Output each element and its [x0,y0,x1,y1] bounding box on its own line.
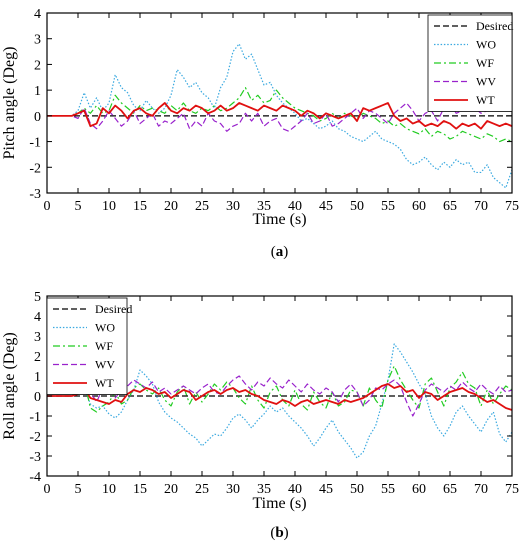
y-tick-label: 2 [34,350,41,365]
x-tick-label: 75 [505,199,519,214]
x-tick-label: 55 [381,199,395,214]
x-tick-label: 5 [75,482,82,497]
x-tick-label: 40 [288,482,302,497]
legend: Desired WO WF WV WT [427,14,513,112]
x-tick-label: 35 [257,482,271,497]
series-line-wt [47,383,512,411]
y-tick-label: -1 [29,410,41,425]
series-line-wv [47,102,512,132]
x-tick-label: 0 [44,199,51,214]
y-tick-label: -3 [29,187,41,202]
y-tick-label: 1 [34,84,41,99]
x-tick-label: 5 [75,199,82,214]
y-tick-label: 2 [34,58,41,73]
legend-label-wt: WT [476,93,495,107]
x-tick-label: 45 [319,482,333,497]
x-tick-label: 20 [164,482,178,497]
y-tick-label: 4 [34,310,41,325]
y-tick-label: -2 [29,430,41,445]
panel-caption: (b) [270,525,288,541]
legend: Desired WO WF WV WT [46,297,132,395]
y-tick-label: 4 [34,7,41,22]
x-tick-label: 30 [226,482,240,497]
x-tick-label: 30 [226,199,240,214]
legend-label-wf: WF [476,56,494,70]
series-line-wf [47,86,512,143]
y-tick-label: -2 [29,161,41,176]
y-tick-label: 5 [34,290,41,305]
panel-b-roll-angle: 0 5 10 15 20 25 30 35 40 45 50 55 60 65 70 75-4-3-2-101… [1,290,519,541]
panel-a-pitch-angle: 0 5 10 15 20 25 30 35 40 45 50 55 60 65 70 75 -3 -2 -1 0 1 2 3… [1,7,519,260]
y-tick-label: -1 [29,136,41,151]
y-tick-label: -3 [29,450,41,465]
series-line-wo [47,343,512,459]
legend-label-wo: WO [476,38,496,52]
legend-label-wv: WV [476,75,496,89]
y-tick-label: 0 [34,390,41,405]
x-tick-label: 35 [257,199,271,214]
y-axis-label: Pitch angle (Deg) [1,47,18,160]
x-tick-label: 75 [505,482,519,497]
y-tick-label: 3 [34,330,41,345]
x-tick-label: 10 [102,199,116,214]
y-tick-label: 3 [34,33,41,48]
legend-label-wo: WO [95,321,115,335]
x-tick-label: 55 [381,482,395,497]
legend-label-wt: WT [95,376,114,390]
x-axis-label: Time (s) [252,211,306,228]
x-tick-label: 10 [102,482,116,497]
x-tick-label: 15 [133,199,147,214]
series-line-wv [47,375,512,417]
series-line-wt [47,102,512,130]
legend-box [427,14,513,112]
x-tick-label: 60 [412,482,426,497]
y-tick-label: -4 [29,470,41,485]
x-tick-label: 70 [474,482,488,497]
x-tick-label: 60 [412,199,426,214]
x-tick-label: 15 [133,482,147,497]
series-group [47,343,512,459]
x-tick-label: 65 [443,199,457,214]
series-line-wf [47,365,512,413]
x-tick-label: 50 [350,199,364,214]
y-tick-label: 0 [34,110,41,125]
y-tick-label: 1 [34,370,41,385]
x-tick-label: 25 [195,199,209,214]
legend-label-wv: WV [95,358,115,372]
x-tick-label: 45 [319,199,333,214]
series-group [47,43,512,189]
x-tick-label: 50 [350,482,364,497]
x-tick-label: 25 [195,482,209,497]
y-axis-label: Roll angle (Deg) [1,332,18,440]
x-tick-label: 20 [164,199,178,214]
x-tick-label: 65 [443,482,457,497]
legend-label-desired: Desired [476,19,513,33]
x-tick-label: 0 [44,482,51,497]
x-tick-label: 40 [288,199,302,214]
x-tick-label: 70 [474,199,488,214]
legend-label-desired: Desired [95,302,132,316]
legend-label-wf: WF [95,339,113,353]
panel-caption: (a) [271,244,289,260]
x-axis-label: Time (s) [252,495,306,512]
